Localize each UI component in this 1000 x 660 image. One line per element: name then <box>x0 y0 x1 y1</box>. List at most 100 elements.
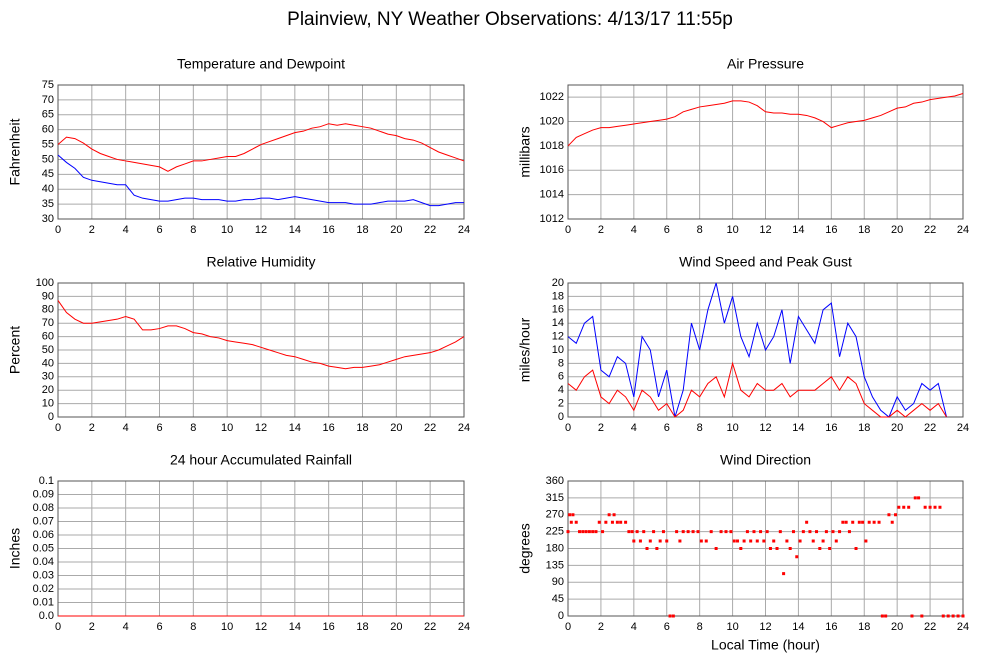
x-tick-label: 12 <box>255 422 267 434</box>
x-tick-label: 24 <box>458 224 470 236</box>
data-point <box>815 530 819 534</box>
data-point <box>894 513 898 517</box>
y-tick-label: 1020 <box>540 115 564 127</box>
x-tick-label: 0 <box>565 621 571 633</box>
panel: Wind Direction degrees Local Time (hour) 0 4… <box>517 452 969 653</box>
plot-frame <box>57 282 465 418</box>
panel: Temperature and DewpointFahrenheit303540… <box>7 56 470 236</box>
y-tick-label: 0 <box>558 610 564 622</box>
data-point <box>851 520 855 524</box>
data-point <box>736 539 740 543</box>
data-point <box>578 530 582 534</box>
data-point <box>610 520 614 524</box>
data-point <box>624 520 628 524</box>
plot-frame <box>567 84 964 220</box>
y-axis-label: Inches <box>7 528 23 569</box>
x-tick-label: 4 <box>123 621 129 633</box>
data-point <box>880 614 884 618</box>
data-point <box>946 614 950 618</box>
y-tick-label: 0.05 <box>33 542 54 554</box>
y-tick-label: 0 <box>48 411 54 423</box>
data-point <box>831 530 835 534</box>
x-axis-label: Local Time (hour) <box>711 637 820 653</box>
x-tick-label: 12 <box>759 621 771 633</box>
data-point <box>574 520 578 524</box>
y-tick-label: 40 <box>42 183 54 195</box>
x-tick-label: 10 <box>221 422 233 434</box>
y-tick-label: 45 <box>42 168 54 180</box>
data-point <box>897 505 901 509</box>
data-point <box>805 520 809 524</box>
data-point <box>597 520 601 524</box>
data-point <box>821 539 825 543</box>
data-point <box>655 547 659 550</box>
y-tick-label: 55 <box>42 138 54 150</box>
x-tick-label: 18 <box>356 422 368 434</box>
x-tick-label: 22 <box>924 224 936 236</box>
data-point <box>691 530 695 534</box>
data-point <box>652 530 656 534</box>
y-tick-label: 20 <box>552 277 564 289</box>
x-tick-label: 2 <box>598 224 604 236</box>
data-point <box>566 530 570 534</box>
x-tick-label: 8 <box>190 621 196 633</box>
data-point <box>961 614 965 618</box>
x-tick-label: 8 <box>190 224 196 236</box>
data-point <box>665 539 669 543</box>
data-point <box>571 513 575 517</box>
data-point <box>791 530 795 534</box>
x-tick-label: 14 <box>792 224 804 236</box>
x-tick-label: 8 <box>697 224 703 236</box>
y-tick-label: 0.0 <box>39 610 54 622</box>
x-tick-label: 16 <box>323 422 335 434</box>
data-point <box>788 547 792 550</box>
x-tick-label: 2 <box>89 224 95 236</box>
data-point <box>661 530 665 534</box>
data-point <box>745 530 749 534</box>
x-tick-label: 10 <box>726 422 738 434</box>
y-tick-label: 65 <box>42 109 54 121</box>
data-point <box>752 530 756 534</box>
y-tick-label: 60 <box>42 331 54 343</box>
data-line <box>567 282 948 418</box>
y-tick-label: 60 <box>42 124 54 136</box>
x-tick-label: 2 <box>89 621 95 633</box>
x-tick-label: 12 <box>759 224 771 236</box>
x-tick-label: 0 <box>565 422 571 434</box>
x-tick-label: 20 <box>390 422 402 434</box>
x-tick-label: 14 <box>289 422 301 434</box>
x-tick-label: 4 <box>631 224 637 236</box>
y-tick-label: 75 <box>42 79 54 91</box>
data-point <box>872 520 876 524</box>
data-point <box>587 530 591 534</box>
data-point <box>818 547 822 550</box>
panel: Relative HumidityPercent0102030405060708… <box>7 254 470 434</box>
data-point <box>890 520 894 524</box>
y-tick-label: 100 <box>36 277 54 289</box>
plot-frame <box>57 84 465 220</box>
x-tick-label: 6 <box>664 422 670 434</box>
data-point <box>920 614 924 618</box>
y-tick-label: 16 <box>552 304 564 316</box>
plot-frame <box>567 282 964 418</box>
y-tick-label: 0.03 <box>33 569 54 581</box>
x-tick-label: 20 <box>891 621 903 633</box>
data-point <box>811 539 815 543</box>
y-tick-label: 18 <box>552 290 564 302</box>
data-point <box>607 513 611 517</box>
data-point <box>638 539 642 543</box>
panel: Air Pressuremillibars1012101410161018102… <box>517 56 969 236</box>
y-tick-label: 12 <box>552 331 564 343</box>
x-tick-label: 10 <box>221 621 233 633</box>
x-tick-label: 22 <box>424 224 436 236</box>
data-point <box>765 530 769 534</box>
data-point <box>762 539 766 543</box>
x-tick-label: 2 <box>598 621 604 633</box>
data-point <box>847 530 851 534</box>
data-point <box>635 530 639 534</box>
data-point <box>569 520 573 524</box>
data-point <box>768 547 772 550</box>
panel: Wind Speed and Peak Gustmiles/hour024681… <box>517 254 969 434</box>
